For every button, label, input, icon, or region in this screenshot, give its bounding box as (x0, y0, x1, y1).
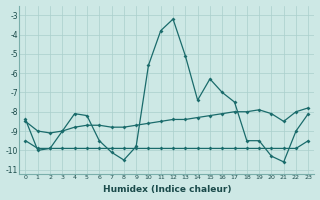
X-axis label: Humidex (Indice chaleur): Humidex (Indice chaleur) (103, 185, 231, 194)
